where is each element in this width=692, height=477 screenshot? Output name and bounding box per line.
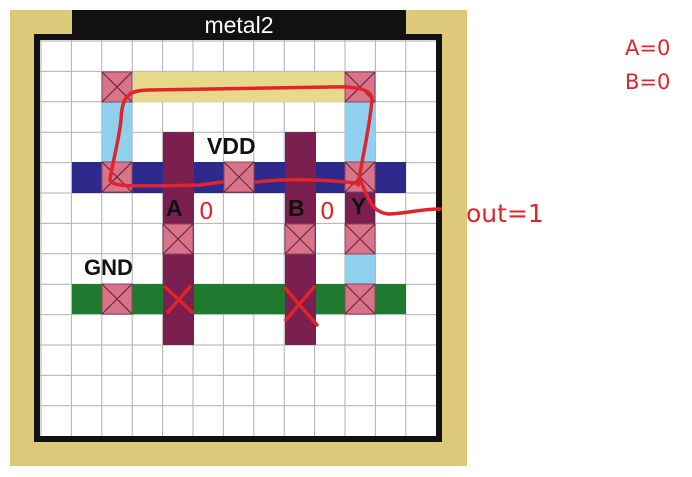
contact: [344, 223, 376, 255]
metal2-tab: [72, 10, 406, 38]
metal2-title: metal2: [204, 12, 273, 38]
contact: [101, 161, 133, 193]
contact: [344, 283, 376, 315]
input-b-state-note: B=0: [625, 70, 670, 94]
output-wire: [358, 178, 442, 216]
output-y-label: Y: [351, 193, 366, 219]
input-a-label: A: [166, 195, 183, 221]
gnd-label: GND: [84, 255, 133, 280]
input-a-state-note: A=0: [625, 36, 670, 60]
contact: [284, 223, 316, 255]
contact: [223, 161, 255, 193]
conduction-path-middle: [254, 178, 357, 185]
metal1-right-bottom: [345, 254, 375, 284]
b-value-note: 0: [320, 199, 335, 225]
contact: [162, 223, 194, 255]
out-note: out=1: [466, 199, 544, 228]
contact: [101, 283, 133, 315]
conduction-path-loop: [108, 85, 374, 188]
a-value-note: 0: [199, 199, 214, 225]
input-b-label: B: [288, 195, 305, 221]
vdd-label: VDD: [207, 133, 256, 159]
cross-mark-b: [283, 285, 319, 327]
cross-mark-a: [163, 285, 194, 314]
